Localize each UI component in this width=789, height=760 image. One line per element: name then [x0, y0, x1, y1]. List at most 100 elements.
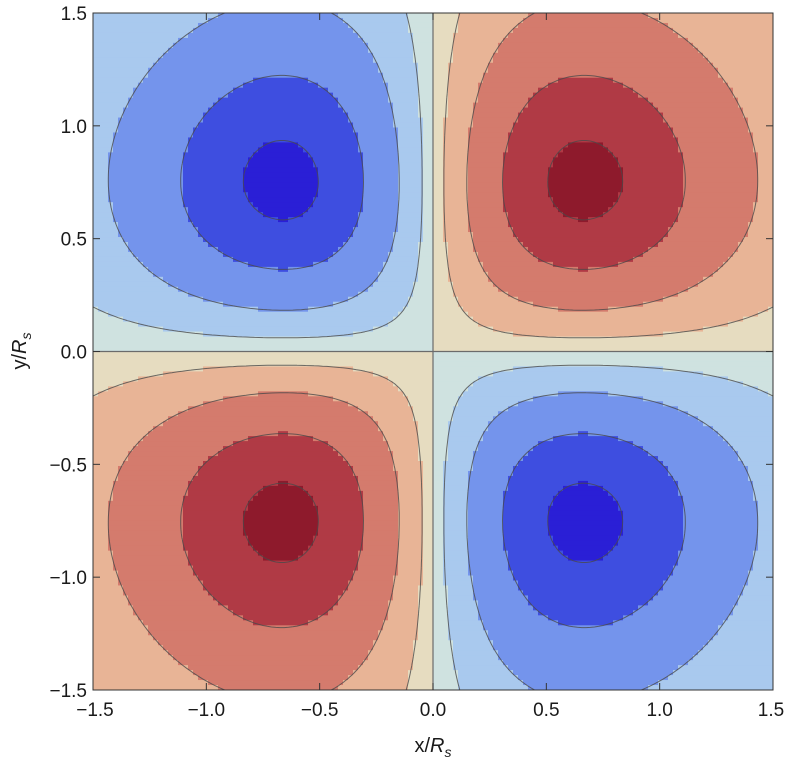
contour-cell: [218, 500, 224, 507]
contour-cell: [228, 366, 234, 373]
contour-cell: [118, 331, 124, 338]
contour-cell: [123, 470, 129, 477]
contour-cell: [168, 366, 174, 373]
contour-cell: [98, 550, 104, 557]
contour-cell: [218, 137, 224, 144]
contour-cell: [158, 625, 164, 631]
contour-cell: [258, 465, 264, 472]
contour-cell: [203, 465, 209, 472]
contour-cell: [128, 421, 134, 427]
contour-cell: [188, 680, 194, 686]
contour-cell: [148, 376, 154, 382]
contour-cell: [138, 182, 144, 188]
contour-cell: [238, 356, 244, 363]
contour-cell: [223, 545, 229, 552]
contour-cell: [158, 32, 164, 39]
contour-cell: [208, 281, 214, 288]
contour-cell: [198, 122, 204, 129]
contour-cell: [248, 311, 254, 318]
contour-cell: [228, 336, 234, 343]
contour-cell: [188, 431, 194, 437]
contour-cell: [188, 451, 194, 457]
contour-cell: [113, 540, 119, 547]
contour-cell: [228, 505, 234, 512]
contour-cell: [113, 451, 119, 457]
contour-cell: [188, 595, 194, 601]
contour-cell: [218, 655, 224, 661]
contour-cell: [248, 675, 254, 681]
contour-cell: [233, 575, 239, 582]
contour-cell: [153, 436, 159, 442]
contour-cell: [218, 296, 224, 303]
contour-cell: [213, 227, 219, 233]
contour-cell: [143, 411, 149, 417]
contour-cell: [143, 381, 149, 387]
contour-cell: [268, 197, 274, 203]
contour-cell: [183, 421, 189, 427]
contour-cell: [183, 296, 189, 303]
contour-cell: [248, 251, 254, 258]
contour-cell: [138, 87, 144, 94]
contour-cell: [173, 575, 179, 582]
contour-cell: [258, 296, 264, 303]
contour-cell: [198, 246, 204, 253]
contour-cell: [173, 32, 179, 39]
contour-cell: [198, 411, 204, 417]
contour-cell: [268, 246, 274, 253]
contour-cell: [128, 321, 134, 328]
contour-cell: [248, 147, 254, 153]
contour-cell: [223, 675, 229, 681]
contour-cell: [223, 381, 229, 387]
contour-cell: [108, 162, 114, 168]
contour-cell: [258, 192, 264, 198]
contour-cell: [178, 227, 184, 233]
contour-cell: [223, 276, 229, 283]
contour-cell: [183, 256, 189, 263]
contour-cell: [233, 630, 239, 636]
contour-cell: [238, 301, 244, 308]
contour-cell: [108, 187, 114, 193]
contour-cell: [98, 620, 104, 626]
contour-cell: [123, 520, 129, 527]
contour-cell: [138, 197, 144, 203]
contour-cell: [158, 515, 164, 522]
contour-cell: [173, 346, 179, 353]
contour-cell: [138, 620, 144, 626]
contour-cell: [198, 625, 204, 631]
contour-cell: [98, 510, 104, 517]
contour-cell: [223, 575, 229, 582]
contour-cell: [193, 401, 199, 407]
contour-cell: [168, 351, 174, 358]
contour-cell: [228, 311, 234, 318]
contour-cell: [143, 261, 149, 268]
contour-cell: [133, 500, 139, 507]
contour-cell: [258, 122, 264, 129]
contour-cell: [268, 356, 274, 363]
contour-cell: [203, 600, 209, 606]
contour-cell: [153, 127, 159, 134]
contour-cell: [213, 22, 219, 29]
contour-cell: [203, 192, 209, 198]
contour-cell: [218, 505, 224, 512]
contour-cell: [103, 456, 109, 462]
contour-cell: [203, 87, 209, 94]
contour-cell: [253, 510, 259, 517]
contour-cell: [263, 670, 269, 676]
contour-cell: [233, 605, 239, 611]
contour-cell: [263, 406, 269, 412]
contour-cell: [148, 685, 154, 690]
contour-cell: [238, 530, 244, 537]
contour-cell: [168, 665, 174, 671]
contour-cell: [153, 256, 159, 263]
contour-cell: [263, 281, 269, 288]
contour-cell: [243, 22, 249, 29]
contour-cell: [218, 177, 224, 183]
contour-cell: [233, 416, 239, 422]
contour-cell: [218, 42, 224, 49]
contour-cell: [103, 381, 109, 387]
contour-cell: [218, 152, 224, 158]
contour-cell: [148, 675, 154, 681]
contour-cell: [93, 227, 99, 233]
contour-cell: [93, 600, 99, 606]
contour-cell: [93, 301, 99, 308]
